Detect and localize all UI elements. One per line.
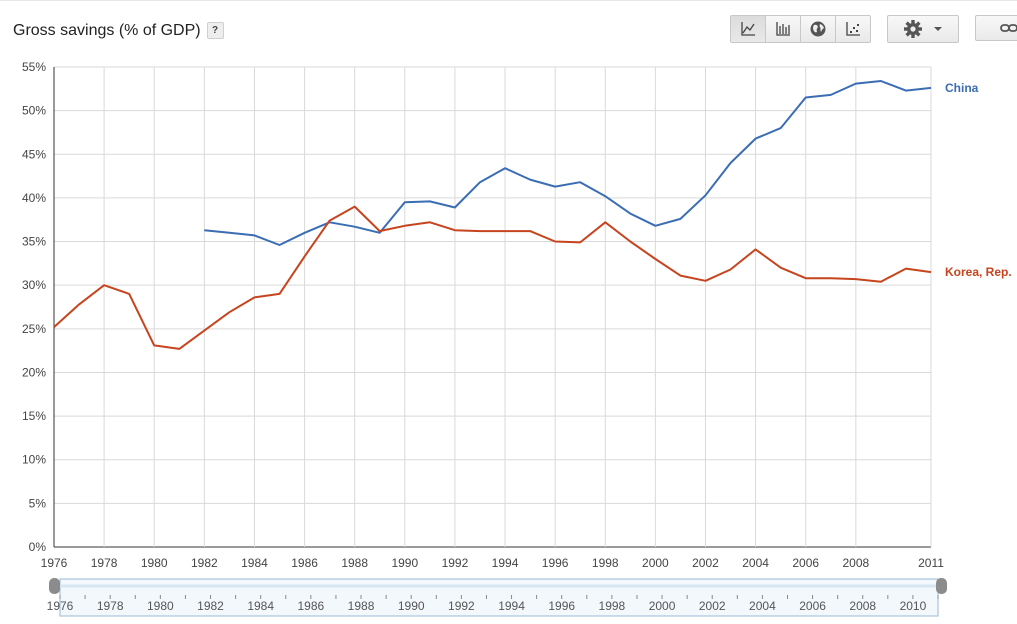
help-button[interactable]: ?: [206, 22, 224, 39]
x-tick-label: 2004: [742, 556, 769, 570]
chart-title: Gross savings (% of GDP)?: [13, 22, 224, 40]
bar-chart-icon: [776, 22, 790, 36]
x-tick-label: 1988: [341, 556, 368, 570]
range-tick-label: 2008: [849, 599, 876, 613]
settings-button[interactable]: [887, 15, 959, 43]
series-label-korea-rep: Korea, Rep.: [945, 265, 1012, 279]
y-tick-label: 30%: [22, 278, 46, 292]
y-tick-label: 0%: [29, 540, 47, 554]
y-tick-label: 25%: [22, 322, 46, 336]
range-tick-label: 1980: [147, 599, 174, 613]
y-tick-label: 20%: [22, 365, 46, 379]
gear-icon: [904, 20, 922, 38]
range-tick-label: 2004: [749, 599, 776, 613]
x-tick-label: 2006: [792, 556, 819, 570]
x-tick-label: 1986: [291, 556, 318, 570]
range-tick-label: 1998: [599, 599, 626, 613]
y-tick-label: 35%: [22, 235, 46, 249]
x-axis-tick-labels: 1976 1978 1980 1982 1984 1986 1988 1990 1992 1994…: [41, 556, 945, 570]
link-button[interactable]: [975, 15, 1017, 41]
x-tick-label: 2008: [842, 556, 869, 570]
y-axis-tick-labels: 0% 5% 10% 15% 20% 25% 30% 35% 40% 45% 50% 55%: [22, 60, 46, 554]
globe-icon: [810, 21, 826, 37]
range-selector: 1976 1978 1980 1982 1984 1986 1988 1990 1992 1994…: [47, 578, 947, 617]
range-tick-label: 2002: [699, 599, 726, 613]
x-tick-label: 1982: [191, 556, 218, 570]
x-tick-label: 1984: [241, 556, 268, 570]
x-tick-label: 2000: [642, 556, 669, 570]
series-lines: [53, 80, 932, 350]
range-tick-label: 2000: [649, 599, 676, 613]
y-tick-label: 10%: [22, 453, 46, 467]
range-tick-label: 1988: [348, 599, 375, 613]
range-tick-label: 1994: [498, 599, 525, 613]
x-tick-label: 1996: [542, 556, 569, 570]
line-chart-button[interactable]: [731, 16, 766, 42]
y-tick-label: 5%: [29, 496, 47, 510]
x-tick-label: 1976: [41, 556, 68, 570]
range-tick-label: 1976: [47, 599, 74, 613]
caret-down-icon: [934, 27, 942, 31]
y-tick-label: 50%: [22, 104, 46, 118]
x-tick-label: 1980: [141, 556, 168, 570]
chart-title-text: Gross savings (% of GDP): [13, 22, 201, 39]
range-tick-label: 2006: [799, 599, 826, 613]
range-handle-left[interactable]: [49, 578, 60, 594]
range-tick-label: 1982: [197, 599, 224, 613]
x-tick-label: 2011: [918, 556, 944, 570]
series-labels: China Korea, Rep.: [945, 81, 1012, 279]
series-line-china: [204, 80, 932, 246]
series-line-korea-rep: [53, 205, 932, 350]
y-tick-label: 40%: [22, 191, 46, 205]
top-border: [0, 0, 1017, 1]
chart-grid: [53, 66, 932, 548]
map-button[interactable]: [801, 16, 836, 42]
x-tick-label: 2002: [692, 556, 719, 570]
range-tick-label: 1978: [97, 599, 124, 613]
x-tick-label: 1990: [391, 556, 418, 570]
y-tick-label: 45%: [22, 147, 46, 161]
link-icon: [1000, 24, 1017, 32]
x-tick-label: 1992: [442, 556, 469, 570]
range-tick-label: 1992: [448, 599, 475, 613]
series-label-china: China: [945, 81, 979, 95]
range-tick-label: 1984: [247, 599, 274, 613]
range-tick-label: 1996: [548, 599, 575, 613]
y-tick-label: 55%: [22, 60, 46, 74]
range-tick-label: 1990: [398, 599, 425, 613]
range-handle-right[interactable]: [936, 578, 947, 594]
y-tick-label: 15%: [22, 409, 46, 423]
scatter-chart-icon: [846, 22, 860, 36]
x-tick-label: 1998: [592, 556, 619, 570]
range-tick-label: 1986: [298, 599, 325, 613]
bar-chart-button[interactable]: [766, 16, 801, 42]
x-tick-label: 1994: [492, 556, 519, 570]
x-tick-label: 1978: [91, 556, 118, 570]
range-tick-label: 2010: [900, 599, 927, 613]
line-chart-icon: [741, 22, 755, 36]
scatter-chart-button[interactable]: [836, 16, 870, 42]
chart-type-toolbar: [730, 15, 871, 43]
